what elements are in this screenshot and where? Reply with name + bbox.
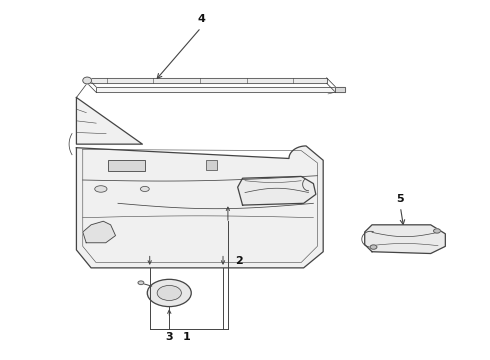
Polygon shape [238, 176, 316, 205]
Ellipse shape [138, 281, 144, 284]
Polygon shape [335, 87, 345, 92]
Ellipse shape [157, 285, 181, 301]
Polygon shape [76, 98, 143, 144]
Polygon shape [83, 221, 116, 243]
Ellipse shape [370, 245, 377, 249]
Text: 3: 3 [166, 332, 173, 342]
FancyBboxPatch shape [206, 160, 217, 170]
Text: 1: 1 [182, 332, 190, 342]
Polygon shape [96, 87, 335, 92]
FancyBboxPatch shape [108, 159, 145, 171]
Ellipse shape [141, 186, 149, 192]
Polygon shape [365, 225, 445, 253]
Ellipse shape [147, 279, 191, 307]
Text: 4: 4 [197, 14, 205, 24]
Text: 2: 2 [235, 256, 243, 266]
Ellipse shape [95, 186, 107, 192]
Polygon shape [87, 78, 327, 83]
Polygon shape [76, 146, 323, 268]
Text: 5: 5 [396, 194, 404, 204]
Ellipse shape [83, 77, 92, 84]
Ellipse shape [434, 229, 441, 233]
